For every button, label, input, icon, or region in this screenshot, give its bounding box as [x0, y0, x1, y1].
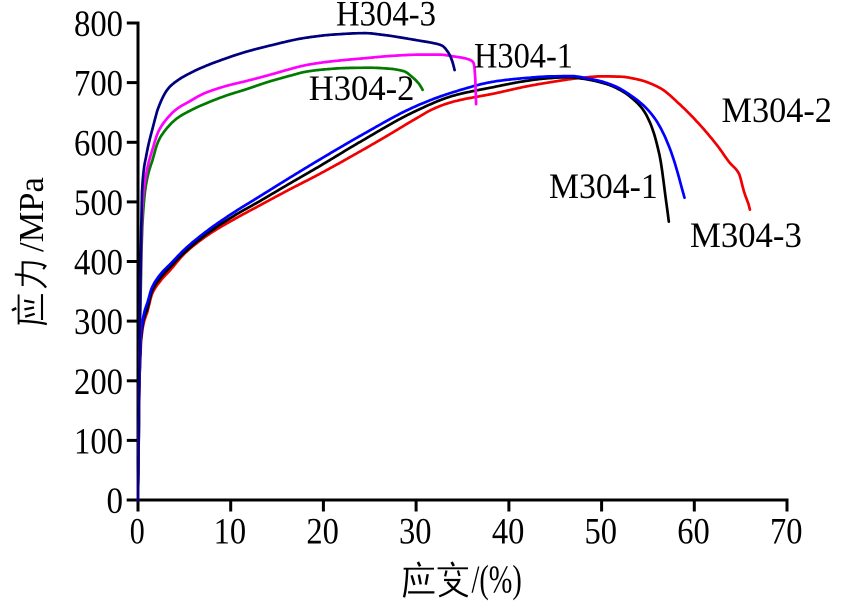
svg-text:20: 20: [306, 511, 339, 552]
svg-text:H304-1: H304-1: [474, 36, 573, 76]
svg-text:10: 10: [214, 511, 247, 552]
svg-text:M304-3: M304-3: [690, 215, 802, 255]
svg-text:200: 200: [74, 361, 123, 402]
svg-text:50: 50: [585, 511, 618, 552]
svg-text:400: 400: [74, 242, 123, 283]
svg-text:800: 800: [74, 3, 123, 44]
svg-text:70: 70: [770, 511, 803, 552]
svg-text:M304-1: M304-1: [549, 166, 658, 206]
svg-text:0: 0: [130, 511, 145, 552]
svg-text:600: 600: [74, 122, 123, 163]
svg-text:40: 40: [492, 511, 525, 552]
svg-text:30: 30: [399, 511, 432, 552]
svg-text:/MPa: /MPa: [13, 177, 51, 252]
svg-text:/(%): /(%): [472, 558, 522, 601]
svg-text:60: 60: [677, 511, 710, 552]
svg-text:700: 700: [74, 63, 123, 104]
svg-text:M304-2: M304-2: [722, 90, 832, 130]
svg-text:H304-3: H304-3: [336, 0, 436, 33]
svg-text:0: 0: [107, 480, 124, 521]
svg-text:100: 100: [74, 420, 123, 461]
svg-text:300: 300: [74, 301, 123, 342]
svg-text:H304-2: H304-2: [309, 68, 415, 108]
svg-text:500: 500: [74, 182, 123, 223]
